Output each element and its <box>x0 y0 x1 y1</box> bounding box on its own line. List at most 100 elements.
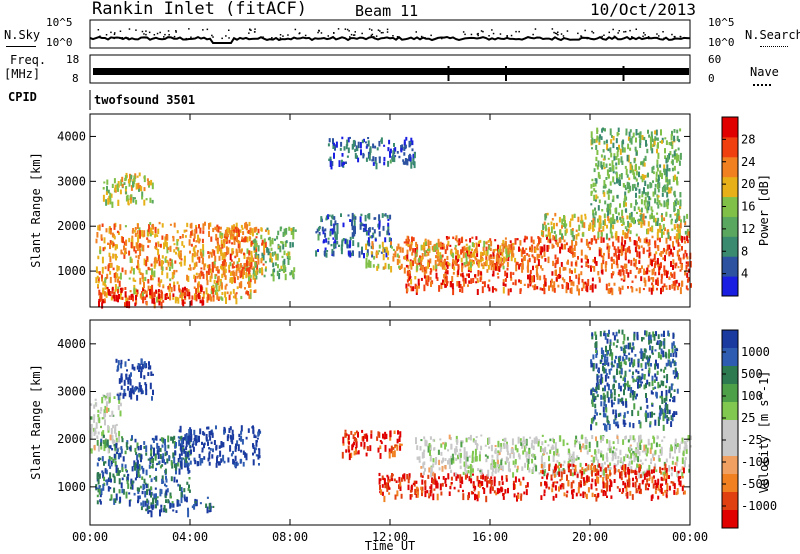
heatmap-cell <box>257 245 260 252</box>
heatmap-cell <box>606 143 609 151</box>
heatmap-cell <box>104 277 107 283</box>
heatmap-cell <box>136 289 139 292</box>
heatmap-cell <box>416 244 419 251</box>
heatmap-cell <box>685 261 688 264</box>
heatmap-cell <box>660 278 663 284</box>
heatmap-cell <box>172 503 175 508</box>
heatmap-cell <box>513 493 516 498</box>
heatmap-cell <box>673 246 676 250</box>
heatmap-cell <box>347 434 350 440</box>
heatmap-cell <box>570 245 573 249</box>
heatmap-cell <box>552 235 555 241</box>
heatmap-cell <box>633 262 636 267</box>
heatmap-cell <box>216 293 219 300</box>
heatmap-cell <box>176 500 179 507</box>
heatmap-cell <box>216 289 219 292</box>
heatmap-cell <box>249 289 252 293</box>
heatmap-cell <box>645 239 648 243</box>
heatmap-cell <box>659 449 662 454</box>
heatmap-cell <box>590 191 593 196</box>
heatmap-cell <box>213 440 216 445</box>
heatmap-cell <box>246 248 249 254</box>
heatmap-cell <box>681 437 684 444</box>
heatmap-cell <box>109 434 112 441</box>
heatmap-cell <box>448 458 451 463</box>
heatmap-cell <box>260 234 263 240</box>
heatmap-cell <box>173 249 176 253</box>
noise-dot <box>480 30 483 32</box>
heatmap-cell <box>690 283 692 288</box>
heatmap-cell <box>509 250 512 253</box>
heatmap-cell <box>111 286 114 291</box>
heatmap-cell <box>389 159 392 164</box>
heatmap-cell <box>625 128 628 134</box>
heatmap-cell <box>128 390 131 398</box>
heatmap-cell <box>156 234 159 237</box>
heatmap-cell <box>141 363 144 370</box>
heatmap-cell <box>282 231 285 237</box>
heatmap-cell <box>256 440 258 443</box>
heatmap-cell <box>479 451 481 457</box>
heatmap-cell <box>540 265 542 269</box>
heatmap-cell <box>94 427 97 434</box>
heatmap-cell <box>118 489 121 494</box>
heatmap-cell <box>588 448 591 452</box>
heatmap-cell <box>637 133 640 135</box>
heatmap-cell <box>414 283 417 289</box>
heatmap-cell <box>607 288 610 294</box>
heatmap-cell <box>257 431 260 437</box>
heatmap-cell <box>527 274 529 280</box>
heatmap-cell <box>160 504 163 508</box>
noise-dot <box>148 31 151 34</box>
heatmap-cell <box>561 277 564 281</box>
heatmap-cell <box>378 156 381 159</box>
heatmap-cell <box>622 439 625 445</box>
heatmap-cell <box>237 239 240 244</box>
heatmap-cell <box>465 247 468 251</box>
noise-dot <box>415 31 417 33</box>
heatmap-cell <box>163 505 166 512</box>
heatmap-cell <box>671 252 674 257</box>
heatmap-cell <box>426 490 429 494</box>
heatmap-cell <box>335 234 337 240</box>
heatmap-cell <box>206 506 209 514</box>
heatmap-cell <box>263 248 266 256</box>
heatmap-cell <box>408 270 411 276</box>
heatmap-cell <box>317 227 320 231</box>
heatmap-cell <box>615 260 618 265</box>
heatmap-cell <box>132 296 135 302</box>
heatmap-cell <box>434 260 437 265</box>
heatmap-cell <box>123 388 126 394</box>
heatmap-cell <box>254 238 257 245</box>
heatmap-cell <box>332 138 334 145</box>
heatmap-cell <box>665 157 668 164</box>
heatmap-cell <box>450 281 453 285</box>
heatmap-cell <box>495 288 498 292</box>
heatmap-cell <box>519 288 522 292</box>
heatmap-cell <box>429 489 432 497</box>
heatmap-cell <box>153 301 156 309</box>
heatmap-cell <box>476 278 479 281</box>
heatmap-cell <box>599 435 602 440</box>
heatmap-cell <box>247 428 250 433</box>
heatmap-cell <box>245 453 248 461</box>
heatmap-cell <box>124 269 127 275</box>
heatmap-cell <box>96 500 99 505</box>
heatmap-cell <box>160 289 163 293</box>
heatmap-cell <box>394 494 397 500</box>
heatmap-cell <box>368 154 371 161</box>
noise-dot <box>613 35 616 38</box>
heatmap-cell <box>134 232 137 237</box>
heatmap-cell <box>441 482 444 487</box>
heatmap-cell <box>237 264 240 271</box>
heatmap-cell <box>134 447 137 453</box>
heatmap-cell <box>103 291 106 297</box>
heatmap-cell <box>647 191 650 195</box>
heatmap-cell <box>629 269 632 274</box>
heatmap-cell <box>497 249 500 253</box>
heatmap-cell <box>178 453 181 460</box>
heatmap-cell <box>274 238 276 241</box>
heatmap-cell <box>558 216 561 223</box>
heatmap-cell <box>610 223 613 228</box>
heatmap-cell <box>491 454 494 458</box>
